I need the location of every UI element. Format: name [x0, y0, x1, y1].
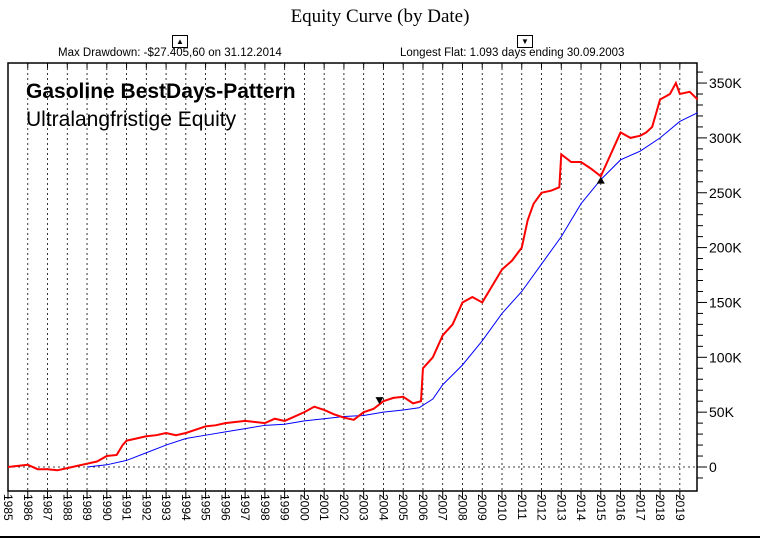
y-tick-label: 0	[709, 459, 717, 475]
legend-title: Gasoline BestDays-Pattern	[26, 80, 296, 103]
plot-frame	[7, 62, 698, 492]
series-equity-line	[7, 80, 699, 472]
y-tick-label: 250K	[709, 185, 742, 201]
x-tick-label: 1993	[159, 494, 173, 521]
max-drawdown-marker	[596, 176, 605, 184]
x-tick-label: 2008	[455, 494, 469, 521]
x-tick-label: 2005	[396, 494, 410, 521]
x-tick-label: 2017	[633, 494, 647, 521]
x-tick-label: 2011	[515, 494, 529, 520]
y-tick-label: 50K	[709, 404, 735, 420]
x-tick-label: 2002	[337, 494, 351, 521]
y-tick-label: 350K	[709, 75, 742, 91]
x-tick-label: 1998	[258, 494, 272, 521]
x-tick-label: 2018	[653, 494, 667, 521]
x-tick-label: 2012	[535, 494, 549, 521]
x-tick-label: 1988	[60, 494, 74, 521]
y-tick-label: 150K	[709, 294, 742, 310]
x-tick-label: 2015	[594, 494, 608, 521]
x-tick-label: 2007	[436, 494, 450, 521]
x-tick-label: 2001	[317, 494, 331, 521]
x-tick-label: 2010	[495, 494, 509, 521]
x-tick-label: 1994	[179, 494, 193, 521]
x-tick-label: 2004	[376, 494, 390, 521]
x-tick-label: 2019	[673, 494, 687, 521]
longest-flat-end-marker	[375, 397, 384, 405]
x-tick-label: 2016	[614, 494, 628, 521]
y-tick-label: 200K	[709, 240, 742, 256]
longest-flat-marker-icon: ▼	[517, 35, 533, 48]
x-tick-label: 1999	[278, 494, 292, 521]
max-drawdown-marker-icon: ▲	[172, 35, 188, 48]
x-tick-label: 2014	[574, 494, 588, 521]
legend-subtitle: Ultralangfristige Equity	[26, 108, 237, 131]
x-tick-label: 1990	[100, 494, 114, 521]
x-tick-label: 1995	[199, 494, 213, 521]
max-drawdown-label: Max Drawdown: -$27.405,60 on 31.12.2014	[58, 47, 282, 59]
x-tick-label: 1986	[21, 494, 35, 521]
x-tick-label: 1987	[41, 494, 55, 521]
x-tick-label: 2013	[554, 494, 568, 521]
x-tick-label: 2006	[416, 494, 430, 521]
x-tick-label: 2009	[475, 494, 489, 521]
series-average-line	[86, 112, 698, 468]
y-tick-label: 300K	[709, 130, 742, 146]
y-tick-label: 100K	[709, 349, 742, 365]
x-tick-label: 1991	[120, 494, 134, 521]
longest-flat-label: Longest Flat: 1.093 days ending 30.09.20…	[400, 47, 625, 59]
x-tick-label: 1997	[238, 494, 252, 521]
x-tick-label: 2003	[357, 494, 371, 521]
x-tick-label: 1992	[139, 494, 153, 521]
chart-title: Equity Curve (by Date)	[290, 6, 470, 27]
x-tick-label: 1989	[80, 494, 94, 521]
x-tick-label: 2000	[297, 494, 311, 521]
x-tick-label: 1985	[1, 494, 15, 521]
x-tick-label: 1996	[218, 494, 232, 521]
bottom-border	[0, 536, 760, 538]
